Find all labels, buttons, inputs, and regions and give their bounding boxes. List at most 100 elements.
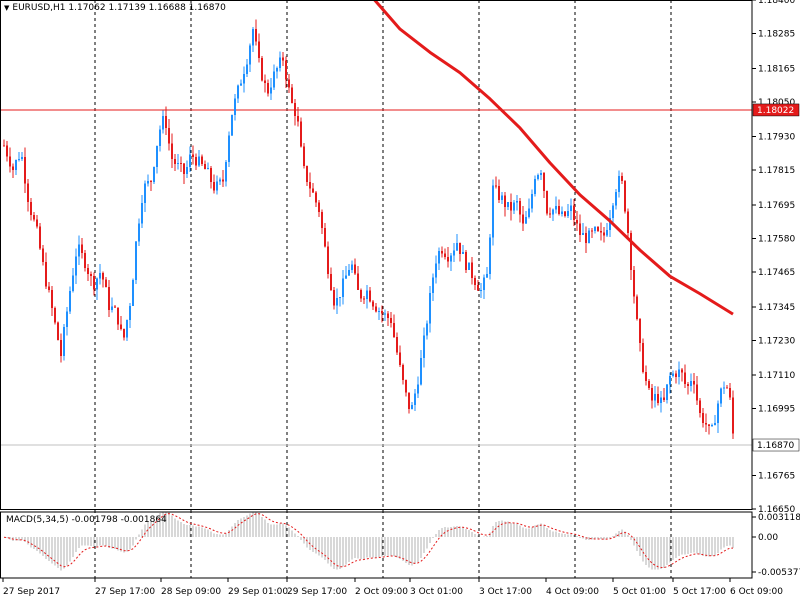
candle-body [153, 167, 156, 183]
candle-body [87, 268, 90, 275]
candle-body [387, 313, 390, 319]
candle-body [585, 232, 588, 244]
candle-body [507, 202, 510, 207]
x-tick-label: 6 Oct 09:00 [730, 587, 783, 597]
candle-body [144, 183, 147, 203]
candle-body [708, 424, 711, 426]
vertical-grid [94, 0, 672, 578]
x-tick-label: 29 Sep 17:00 [287, 587, 347, 597]
y-tick-label: 1.16765 [758, 472, 795, 482]
candle-body [417, 384, 420, 394]
candle-body [609, 218, 612, 231]
candle-body [156, 145, 159, 168]
close-value: 1.16870 [188, 3, 226, 13]
candle-body [441, 250, 444, 254]
candle-body [567, 210, 570, 217]
candle-body [30, 202, 33, 215]
candle-body [405, 379, 408, 393]
candle-body [459, 242, 462, 254]
candle-body [165, 115, 168, 129]
candle-body [315, 192, 318, 203]
candle-body [78, 244, 81, 257]
candle-body [381, 310, 384, 314]
candle-body [33, 214, 36, 220]
candle-body [669, 376, 672, 385]
candle-body [366, 290, 369, 299]
candle-body [699, 400, 702, 413]
candle-body [258, 41, 261, 59]
candle-body [399, 352, 402, 365]
candle-body [228, 135, 231, 162]
candle-body [597, 227, 600, 231]
candle-body [18, 159, 21, 161]
candle-body [351, 264, 354, 271]
candle-body [477, 284, 480, 291]
y-tick-label: 1.17465 [758, 268, 795, 278]
y-tick-label: 1.17580 [758, 235, 795, 245]
candle-body [513, 202, 516, 211]
candle-body [576, 220, 579, 224]
candle-body [201, 156, 204, 164]
candle-body [732, 397, 735, 434]
candle-body [24, 156, 27, 184]
y-tick-label: 1.18400 [758, 0, 795, 6]
candle-body [501, 195, 504, 200]
macd-frame [0, 511, 753, 579]
macd-tick-label: -0.005377 [758, 568, 800, 578]
candle-body [549, 213, 552, 215]
macd-signal-value: -0.001864 [120, 515, 167, 525]
candles [3, 19, 735, 439]
candle-body [111, 306, 114, 310]
candle-body [534, 179, 537, 194]
candle-body [327, 246, 330, 274]
candle-body [102, 272, 105, 280]
candle-body [660, 397, 663, 403]
candle-body [369, 290, 372, 302]
candle-body [480, 290, 483, 292]
y-tick-label: 1.18050 [758, 98, 795, 108]
candle-body [726, 387, 729, 389]
candle-body [159, 129, 162, 146]
candle-body [48, 286, 51, 291]
candle-body [6, 145, 9, 157]
candle-body [75, 256, 78, 276]
candle-body [255, 29, 258, 42]
candle-body [531, 193, 534, 209]
candle-body [72, 275, 75, 292]
level-tag-label: 1.18022 [757, 106, 794, 116]
candle-body [621, 176, 624, 182]
candle-body [438, 250, 441, 264]
candle-body [99, 272, 102, 279]
candle-body [63, 327, 66, 356]
candle-body [672, 373, 675, 377]
chart-header: ▼ EURUSD,H1 1.17062 1.17139 1.16688 1.168… [4, 3, 226, 13]
x-tick-label: 4 Oct 09:00 [546, 587, 599, 597]
candle-body [408, 392, 411, 410]
candle-body [105, 279, 108, 288]
candle-body [303, 146, 306, 167]
candle-body [612, 205, 615, 219]
candle-body [60, 340, 63, 356]
candle-body [324, 228, 327, 247]
macd-signal-line [3, 513, 734, 569]
candle-body [333, 290, 336, 306]
candle-body [519, 200, 522, 215]
candle-body [564, 211, 567, 217]
candle-body [471, 262, 474, 279]
current-price-tag-label: 1.16870 [757, 441, 794, 451]
y-tick-label: 1.18165 [758, 64, 795, 74]
time-axis-labels: 27 Sep 2017 27 Sep 17:00 28 Sep 09:00 29 Se… [2, 578, 783, 597]
price-tags: 1.18022 1.16870 [752, 103, 800, 452]
candle-body [705, 423, 708, 425]
candle-body [9, 156, 12, 167]
candle-body [219, 179, 222, 182]
candle-body [423, 335, 426, 359]
candle-body [444, 253, 447, 257]
price-axis-labels: 1.18400 1.18285 1.18165 1.18050 1.17930 1.178… [752, 0, 795, 515]
chevron-down-icon[interactable]: ▼ [4, 4, 10, 12]
candle-body [711, 425, 714, 427]
candle-body [249, 45, 252, 65]
macd-main-value: -0.001798 [71, 515, 118, 525]
candle-body [288, 79, 291, 88]
